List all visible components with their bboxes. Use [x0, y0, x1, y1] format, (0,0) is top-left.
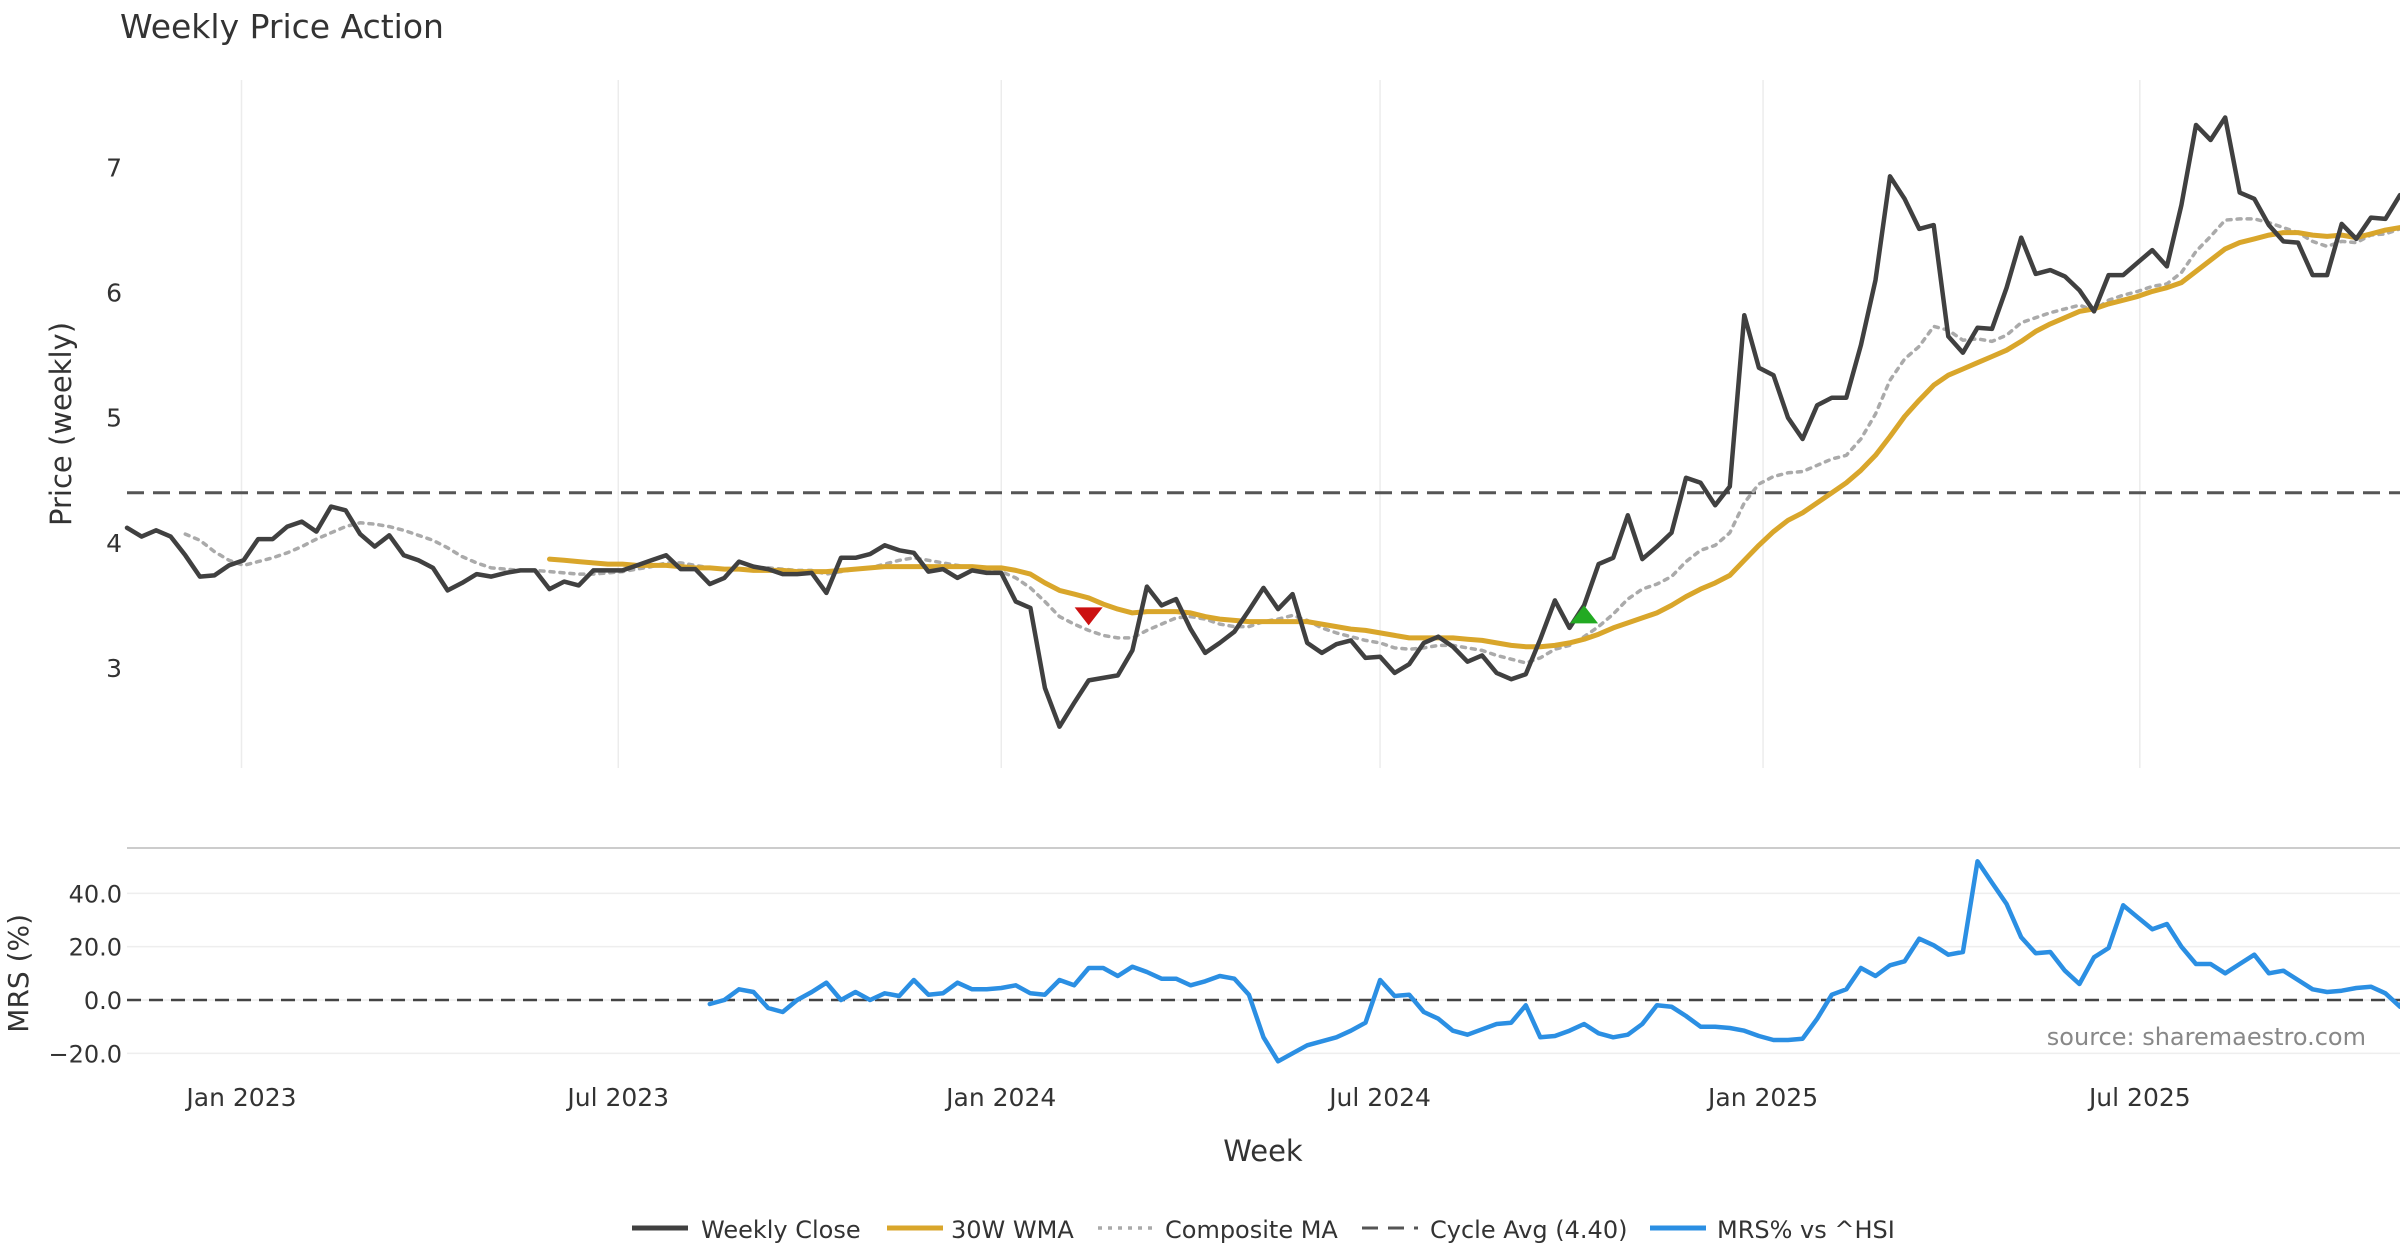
price-ytick-7: 7: [106, 154, 122, 183]
x-tick-label: Jan 2024: [944, 1083, 1056, 1112]
x-tick-label: Jul 2025: [2087, 1083, 2191, 1112]
mrs-panel: −20.0 0.0 20.0 40.0 MRS (%) Jan 2023 Jul 2023 J…: [2, 847, 2400, 1168]
price-ylabel: Price (weekly): [44, 322, 78, 526]
price-panel: 3 4 5 6 7 Price (weekly): [44, 80, 2400, 768]
legend-label: MRS% vs ^HSI: [1717, 1216, 1895, 1244]
sell-signal-marker: [1074, 607, 1103, 626]
composite-ma-line: [183, 217, 2400, 665]
mrs-ytick: 20.0: [69, 934, 122, 962]
legend-label: Weekly Close: [701, 1216, 861, 1244]
legend-label: 30W WMA: [951, 1216, 1074, 1244]
source-note: source: sharemaestro.com: [2047, 1023, 2366, 1051]
mrs-line: [707, 859, 2400, 1064]
wma-30w-line: [547, 225, 2400, 650]
price-ytick-3: 3: [106, 654, 122, 683]
legend: Weekly Close 30W WMA Composite MA Cycle Avg…: [632, 1216, 1895, 1244]
weekly-close-line: [124, 115, 2400, 729]
chart-title: Weekly Price Action: [120, 7, 444, 46]
x-axis-label: Week: [1223, 1134, 1303, 1168]
x-tick-label: Jul 2023: [565, 1083, 669, 1112]
legend-label: Composite MA: [1165, 1216, 1338, 1244]
mrs-ytick: 40.0: [69, 880, 122, 908]
price-ytick-4: 4: [106, 529, 122, 558]
price-ytick-6: 6: [106, 279, 122, 308]
legend-label: Cycle Avg (4.40): [1430, 1216, 1627, 1244]
buy-signal-marker: [1570, 605, 1599, 624]
mrs-ytick: −20.0: [48, 1040, 122, 1068]
mrs-ytick: 0.0: [84, 987, 122, 1015]
x-tick-label: Jul 2024: [1327, 1083, 1431, 1112]
mrs-ylabel: MRS (%): [2, 914, 35, 1033]
x-tick-label: Jan 2025: [1706, 1083, 1818, 1112]
x-tick-label: Jan 2023: [184, 1083, 296, 1112]
price-ytick-5: 5: [106, 404, 122, 433]
